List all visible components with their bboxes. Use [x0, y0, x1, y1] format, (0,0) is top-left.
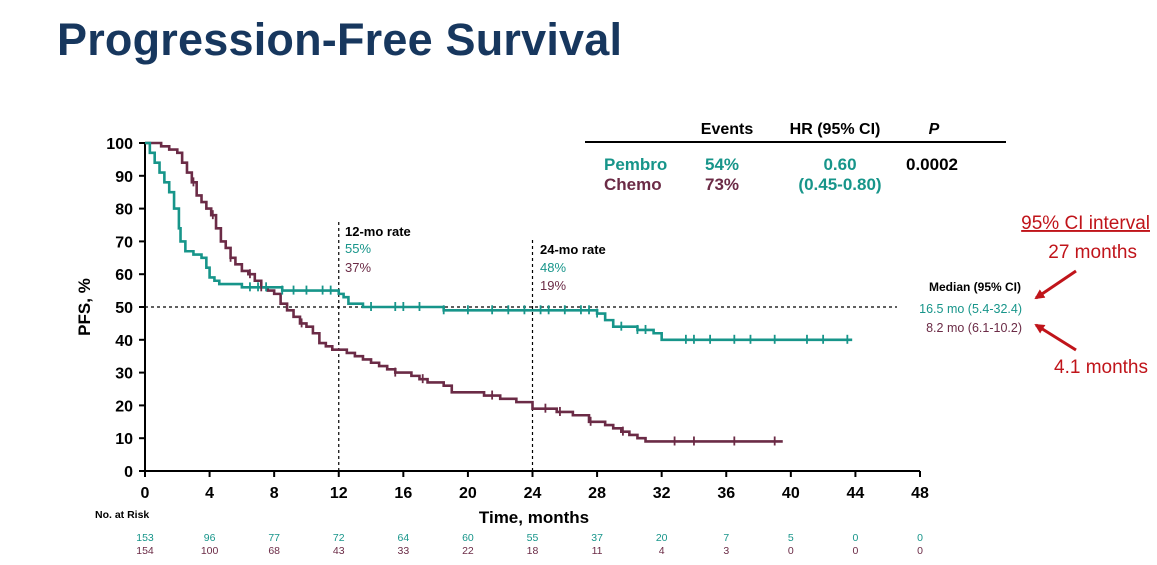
at-risk-chemo-value: 22 — [462, 545, 474, 557]
row-chemo-events: 73% — [705, 175, 739, 194]
at-risk-pembro-value: 0 — [852, 532, 858, 544]
x-tick-label: 16 — [394, 485, 412, 502]
y-axis-label: PFS, % — [75, 278, 94, 336]
at-risk-pembro-value: 5 — [788, 532, 794, 544]
at-risk-chemo-value: 3 — [723, 545, 729, 557]
x-tick-label: 8 — [270, 485, 279, 502]
x-axis-label: Time, months — [479, 508, 589, 527]
y-tick-label: 70 — [115, 234, 133, 251]
censor-marks — [192, 177, 849, 446]
row-pembro-p: 0.0002 — [906, 155, 958, 174]
x-tick-label: 36 — [717, 485, 735, 502]
col-header-p: P — [929, 121, 940, 138]
at-risk-pembro-value: 64 — [397, 532, 409, 544]
x-tick-label: 24 — [524, 485, 542, 502]
ci-interval-title: 95% CI interval — [1021, 213, 1150, 234]
landmark-12-chemo: 37% — [345, 260, 371, 275]
at-risk-pembro-value: 7 — [723, 532, 729, 544]
x-tick-label: 48 — [911, 485, 929, 502]
at-risk-chemo-value: 100 — [201, 545, 219, 557]
x-tick-label: 40 — [782, 485, 800, 502]
at-risk-chemo-value: 4 — [659, 545, 665, 557]
at-risk-chemo-value: 11 — [592, 545, 603, 557]
row-pembro-events: 54% — [705, 155, 739, 174]
at-risk-pembro-value: 153 — [136, 532, 154, 544]
at-risk-pembro-value: 77 — [268, 532, 280, 544]
row-pembro-hr: 0.60 — [823, 155, 856, 174]
stats-table: Events HR (95% CI) P Pembro 54% 0.60 0.0… — [585, 121, 1006, 194]
at-risk-pembro-value: 55 — [527, 532, 539, 544]
x-tick-label: 4 — [205, 485, 214, 502]
y-tick-label: 50 — [115, 300, 133, 317]
y-tick-label: 0 — [124, 464, 133, 481]
x-tick-label: 20 — [459, 485, 477, 502]
y-tick-label: 20 — [115, 398, 133, 415]
y-tick-label: 40 — [115, 333, 133, 350]
pembro-ci-annotation: 27 months — [1048, 242, 1137, 263]
landmark-24-label: 24-mo rate — [540, 242, 606, 257]
chemo-survival-curve — [145, 141, 783, 443]
at-risk-pembro-value: 37 — [591, 532, 603, 544]
y-ticks: 0 10 20 30 40 50 60 70 80 90 100 — [106, 136, 145, 481]
at-risk-pembro-value: 20 — [656, 532, 668, 544]
chemo-ci-annotation: 4.1 months — [1054, 357, 1148, 378]
at-risk-chemo-value: 68 — [268, 545, 280, 557]
y-tick-label: 30 — [115, 366, 133, 383]
col-header-hr: HR (95% CI) — [790, 121, 881, 138]
landmark-12-pembro: 55% — [345, 241, 371, 256]
y-tick-label: 10 — [115, 431, 133, 448]
at-risk-pembro-value: 0 — [917, 532, 923, 544]
y-tick-label: 80 — [115, 202, 133, 219]
x-tick-label: 32 — [653, 485, 671, 502]
y-tick-label: 100 — [106, 136, 133, 153]
at-risk-chemo-value: 33 — [397, 545, 409, 557]
y-tick-label: 90 — [115, 169, 133, 186]
at-risk-pembro-value: 60 — [462, 532, 474, 544]
median-header: Median (95% CI) — [929, 280, 1021, 294]
chemo-ci-arrow — [1034, 323, 1077, 352]
at-risk-chemo-value: 0 — [788, 545, 794, 557]
row-pembro-name: Pembro — [604, 155, 667, 174]
x-ticks: 0 4 8 12 16 20 24 28 32 36 40 44 48 — [141, 471, 929, 502]
pembro-survival-curve — [145, 141, 853, 342]
at-risk-pembro-value: 72 — [333, 532, 345, 544]
at-risk-chemo-value: 0 — [852, 545, 858, 557]
pembro-ci-arrow — [1034, 269, 1077, 300]
landmark-24-pembro: 48% — [540, 260, 566, 275]
x-tick-label: 0 — [141, 485, 150, 502]
at-risk-chemo-value: 0 — [917, 545, 923, 557]
at-risk-pembro-value: 96 — [204, 532, 216, 544]
at-risk-label: No. at Risk — [95, 509, 149, 521]
y-tick-label: 60 — [115, 267, 133, 284]
row-chemo-name: Chemo — [604, 175, 662, 194]
slide-title: Progression-Free Survival — [57, 14, 623, 65]
at-risk-chemo-value: 18 — [527, 545, 539, 557]
median-chemo: 8.2 mo (6.1-10.2) — [926, 321, 1022, 335]
col-header-events: Events — [701, 121, 754, 138]
landmark-12-label: 12-mo rate — [345, 224, 411, 239]
median-pembro: 16.5 mo (5.4-32.4) — [919, 302, 1022, 316]
x-tick-label: 44 — [847, 485, 865, 502]
landmark-24-chemo: 19% — [540, 278, 566, 293]
x-tick-label: 12 — [330, 485, 348, 502]
at-risk-chemo-value: 43 — [333, 545, 345, 557]
x-tick-label: 28 — [588, 485, 606, 502]
at-risk-chemo-value: 154 — [136, 545, 154, 557]
row-chemo-hr: (0.45-0.80) — [798, 175, 881, 194]
